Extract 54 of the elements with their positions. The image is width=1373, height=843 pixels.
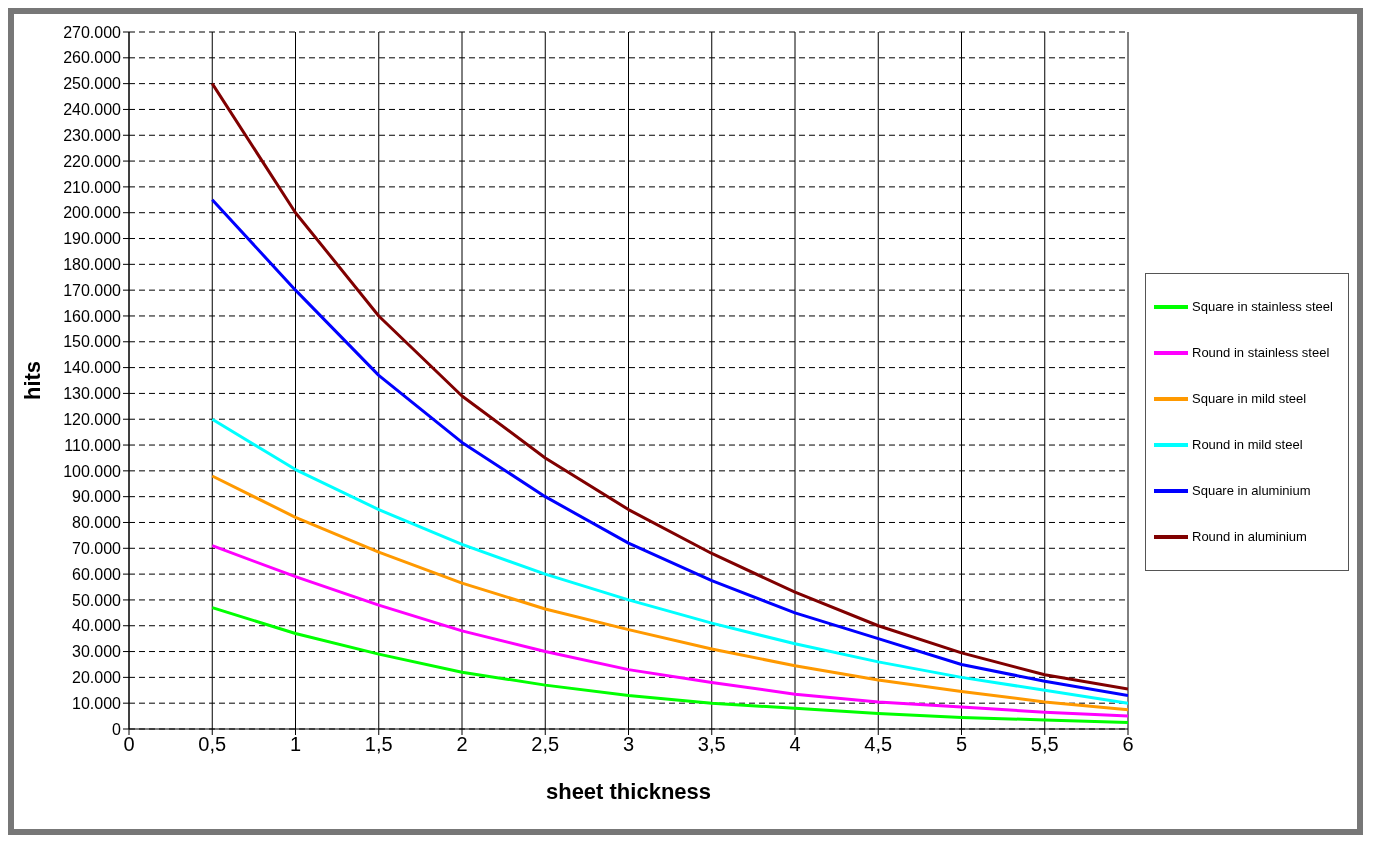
- y-tick-label: 240.000: [63, 101, 122, 119]
- y-tick-label: 270.000: [63, 23, 122, 41]
- y-tick-label: 60.000: [72, 565, 122, 583]
- line-series: [210, 474, 1128, 712]
- x-tick-label: 5: [955, 733, 968, 756]
- y-tick-label: 120.000: [63, 410, 122, 428]
- x-tick-label: 3: [622, 733, 635, 756]
- x-tick-label: 0,5: [198, 733, 227, 756]
- line-series: [210, 82, 1128, 691]
- y-tick-label: 160.000: [63, 307, 122, 325]
- x-tick-label: 1,5: [364, 733, 393, 756]
- y-tick-label: 260.000: [63, 49, 122, 67]
- x-tick-label: 2: [456, 733, 468, 756]
- x-tick-label: 4: [789, 733, 801, 756]
- y-tick-label: 180.000: [63, 256, 122, 274]
- y-tick-label: 230.000: [63, 126, 122, 144]
- line-series: [210, 606, 1128, 725]
- y-tick-label: 50.000: [72, 591, 122, 609]
- y-tick-label: 220.000: [63, 152, 122, 170]
- y-axis-title: hits: [19, 360, 45, 401]
- legend-label: Square in aluminium: [1192, 481, 1311, 500]
- x-tick-label: 6: [1122, 733, 1134, 756]
- y-tick-label: 30.000: [72, 643, 122, 661]
- y-tick-label: 130.000: [63, 385, 122, 403]
- x-tick-label: 1: [289, 733, 302, 756]
- legend-label: Round in mild steel: [1192, 435, 1303, 454]
- y-tick-label: 20.000: [72, 669, 122, 687]
- y-tick-label: 100.000: [63, 462, 122, 480]
- y-tick-label: 140.000: [63, 359, 122, 377]
- y-tick-label: 10.000: [72, 694, 122, 712]
- y-tick-label: 70.000: [72, 539, 122, 557]
- x-tick-label: 2,5: [531, 733, 560, 756]
- y-tick-label: 150.000: [63, 333, 122, 351]
- legend-label: Round in stainless steel: [1192, 343, 1330, 362]
- y-tick-label: 90.000: [72, 488, 122, 506]
- legend-label: Square in stainless steel: [1192, 297, 1333, 316]
- y-tick-label: 200.000: [63, 204, 122, 222]
- x-axis-title: sheet thickness: [545, 779, 712, 804]
- x-tick-label: 4,5: [864, 733, 893, 756]
- line-series: [210, 198, 1128, 697]
- line-series: [210, 417, 1128, 705]
- y-tick-label: 210.000: [63, 178, 122, 196]
- legend-label: Round in aluminium: [1192, 527, 1307, 546]
- legend-label: Square in mild steel: [1192, 389, 1307, 408]
- line-series: [210, 544, 1128, 718]
- y-tick-label: 170.000: [63, 281, 122, 299]
- x-tick-label: 5,5: [1030, 733, 1059, 756]
- y-tick-label: 0: [112, 720, 122, 738]
- y-tick-label: 190.000: [63, 230, 122, 248]
- x-tick-label: 3,5: [697, 733, 726, 756]
- y-tick-label: 110.000: [64, 436, 122, 454]
- y-tick-label: 250.000: [63, 75, 122, 93]
- y-tick-label: 80.000: [72, 514, 122, 532]
- y-tick-label: 40.000: [72, 617, 122, 635]
